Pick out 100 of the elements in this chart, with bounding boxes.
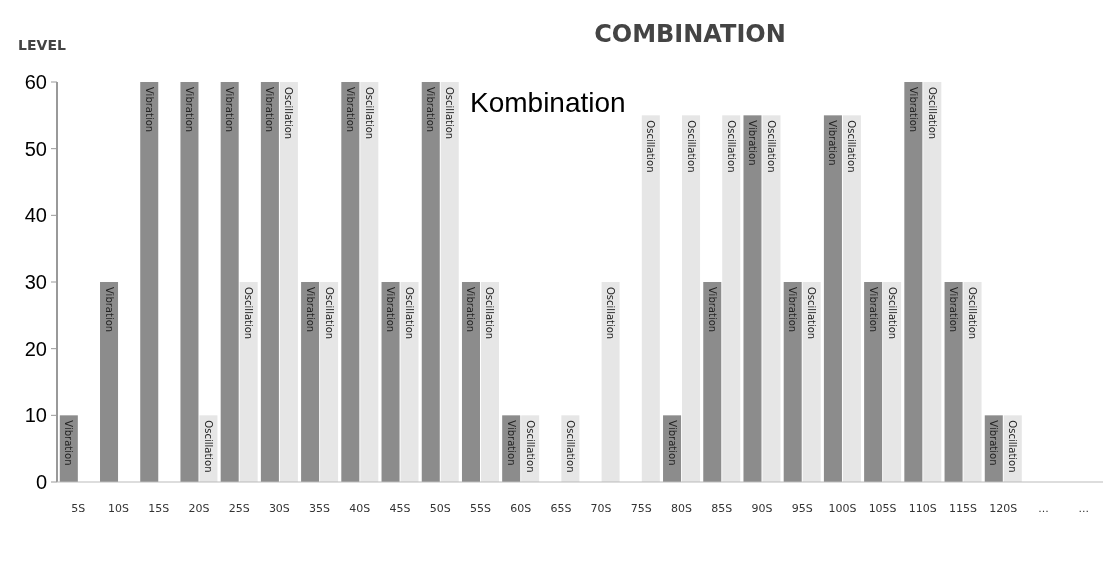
text: Vibration — [867, 287, 879, 333]
bar — [682, 115, 701, 482]
text: Vibration — [385, 287, 397, 333]
x-tick-label: 80S — [671, 502, 693, 515]
x-tick-label: ... — [1038, 502, 1049, 515]
text: Oscillation — [243, 287, 255, 340]
x-tick-label: 90S — [751, 502, 773, 515]
x-tick-label: ... — [1078, 502, 1089, 515]
text: Vibration — [706, 287, 718, 333]
y-tick-label: 20 — [24, 337, 47, 360]
x-tick-label: 55S — [469, 502, 491, 515]
text: Vibration — [344, 87, 356, 133]
bar — [823, 115, 842, 482]
bar — [601, 282, 620, 482]
y-tick-label: 40 — [24, 204, 47, 227]
bar — [842, 115, 861, 482]
text: Oscillation — [926, 87, 938, 140]
text: Oscillation — [967, 287, 979, 340]
x-tick-label: 115S — [949, 502, 978, 515]
x-tick-label: 100S — [828, 502, 857, 515]
text: Oscillation — [605, 287, 617, 340]
bar — [864, 282, 883, 482]
bar — [883, 282, 902, 482]
y-tick-label: 60 — [24, 71, 47, 93]
x-tick-label: 85S — [711, 502, 733, 515]
text: Vibration — [907, 87, 919, 133]
x-tick-label: 60S — [510, 502, 532, 515]
x-tick-label: 35S — [309, 502, 331, 515]
bar — [904, 82, 923, 482]
bar — [100, 282, 119, 482]
bar — [279, 82, 298, 482]
annotation: Kombination — [470, 87, 626, 118]
text: Vibration — [666, 420, 678, 466]
x-tick-label: 45S — [389, 502, 411, 515]
text: Vibration — [827, 120, 839, 166]
text: Vibration — [505, 420, 517, 466]
x-tick-label: 20S — [188, 502, 210, 515]
bar — [440, 82, 459, 482]
x-tick-label: 120S — [989, 502, 1018, 515]
text: Vibration — [948, 287, 960, 333]
bar — [762, 115, 781, 482]
series-label: Oscillation — [202, 420, 214, 473]
y-tick-label: 30 — [24, 271, 47, 293]
x-tick-label: 50S — [429, 502, 451, 515]
bar — [703, 282, 722, 482]
x-tick-label: 15S — [148, 502, 170, 515]
text: Oscillation — [564, 420, 576, 473]
bar — [360, 82, 379, 482]
bar — [461, 282, 480, 482]
text: Vibration — [63, 420, 75, 466]
text: Oscillation — [363, 87, 375, 140]
series-label: Vibration — [143, 87, 155, 133]
bar — [301, 282, 320, 482]
x-tick-label: 25S — [228, 502, 250, 515]
text: Vibration — [224, 87, 236, 133]
x-tick-label: 5S — [71, 502, 86, 515]
bar — [722, 115, 741, 482]
bar — [802, 282, 821, 482]
text: Vibration — [264, 87, 276, 133]
text: Vibration — [183, 87, 195, 133]
text: Oscillation — [765, 120, 777, 173]
y-tick-label: 50 — [24, 137, 47, 160]
text: Oscillation — [725, 120, 737, 173]
text: Oscillation — [685, 120, 697, 173]
text: Vibration — [787, 287, 799, 333]
bar — [220, 82, 239, 482]
bar — [381, 282, 400, 482]
x-tick-label: 70S — [590, 502, 612, 515]
text: Oscillation — [1007, 420, 1019, 473]
bar — [480, 282, 499, 482]
bar — [944, 282, 963, 482]
text: Oscillation — [404, 287, 416, 340]
text: Oscillation — [283, 87, 295, 140]
text: Vibration — [988, 420, 1000, 466]
text: Oscillation — [524, 420, 536, 473]
text: Vibration — [746, 120, 758, 166]
bar — [783, 282, 802, 482]
bar — [421, 82, 440, 482]
text: Vibration — [425, 87, 437, 133]
x-tick-label: 40S — [349, 502, 371, 515]
text: Oscillation — [846, 120, 858, 173]
text: Oscillation — [886, 287, 898, 340]
text: Vibration — [465, 287, 477, 333]
bar — [963, 282, 982, 482]
bar — [923, 82, 942, 482]
x-tick-label: 30S — [268, 502, 290, 515]
bar — [239, 282, 258, 482]
x-tick-label: 110S — [908, 502, 937, 515]
text: Oscillation — [806, 287, 818, 340]
text: Oscillation — [444, 87, 456, 140]
bar — [320, 282, 339, 482]
y-tick-label: 10 — [24, 404, 47, 427]
text: Vibration — [304, 287, 316, 333]
bar — [743, 115, 762, 482]
bar — [260, 82, 279, 482]
bar — [341, 82, 360, 482]
text: Oscillation — [645, 120, 657, 173]
chart-title: COMBINATION — [594, 20, 786, 48]
x-tick-label: 95S — [791, 502, 813, 515]
y-axis-title: LEVEL — [18, 37, 66, 53]
